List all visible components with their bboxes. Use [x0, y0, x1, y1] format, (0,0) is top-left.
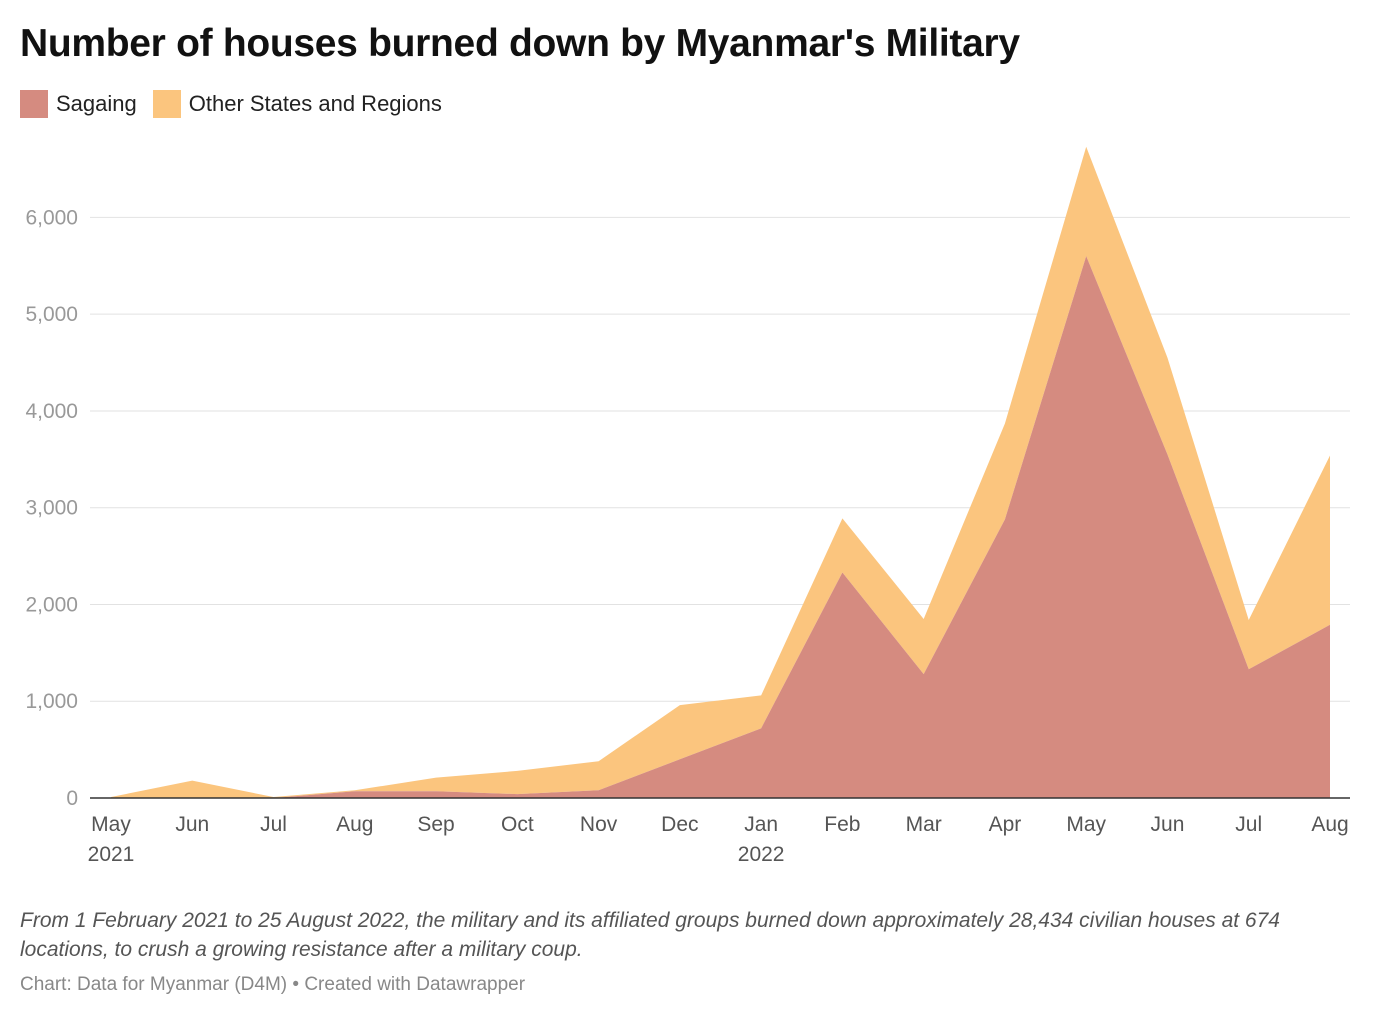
x-tick-label: Dec [661, 813, 698, 836]
chart-description: From 1 February 2021 to 25 August 2022, … [20, 909, 1280, 961]
legend-label-sagaing: Sagaing [56, 91, 137, 116]
area-series [111, 146, 1330, 798]
legend-label-other: Other States and Regions [188, 91, 442, 116]
y-tick-label: 4,000 [25, 400, 78, 423]
y-axis: 0 1,000 2,000 3,000 4,000 5,000 6,000 [25, 206, 78, 810]
x-tick-label: May [91, 813, 131, 836]
x-tick-label: Jul [260, 813, 287, 836]
legend-swatch-other [152, 90, 181, 118]
x-tick-label: Jul [1235, 813, 1262, 836]
y-tick-label: 3,000 [25, 497, 78, 520]
x-tick-label: May [1066, 813, 1106, 836]
x-tick-label: Aug [1311, 813, 1348, 836]
x-tick-label: Sep [417, 813, 454, 836]
y-tick-label: 5,000 [25, 303, 78, 326]
x-axis: May 2021 Jun Jul Aug Sep Oct Nov Dec Jan 2022 Feb Ma… [88, 813, 1349, 866]
x-tick-year-label: 2022 [738, 843, 785, 866]
x-tick-label: Apr [989, 813, 1022, 836]
legend-swatch-sagaing [20, 90, 48, 118]
x-tick-label: Jan [744, 813, 778, 836]
x-tick-label: Nov [580, 813, 618, 836]
area-sagaing [111, 256, 1330, 798]
x-tick-label: Mar [906, 813, 942, 836]
area-chart: 0 1,000 2,000 3,000 4,000 5,000 6,000 May 2021 J… [25, 146, 1350, 866]
chart-source: Chart: Data for Myanmar (D4M) • Created … [20, 974, 526, 995]
legend-item-other: Other States and Regions [152, 90, 442, 118]
x-tick-label: Oct [501, 813, 534, 836]
legend-item-sagaing: Sagaing [20, 90, 137, 118]
y-tick-label: 6,000 [25, 206, 78, 229]
y-tick-label: 2,000 [25, 593, 78, 616]
x-tick-year-label: 2021 [88, 843, 135, 866]
x-tick-label: Aug [336, 813, 373, 836]
y-tick-label: 0 [66, 787, 78, 810]
y-tick-label: 1,000 [25, 690, 78, 713]
x-tick-label: Jun [1151, 813, 1185, 836]
x-tick-label: Jun [175, 813, 209, 836]
x-tick-label: Feb [824, 813, 860, 836]
chart-title: Number of houses burned down by Myanmar'… [20, 22, 1020, 65]
legend: Sagaing Other States and Regions [20, 90, 458, 118]
